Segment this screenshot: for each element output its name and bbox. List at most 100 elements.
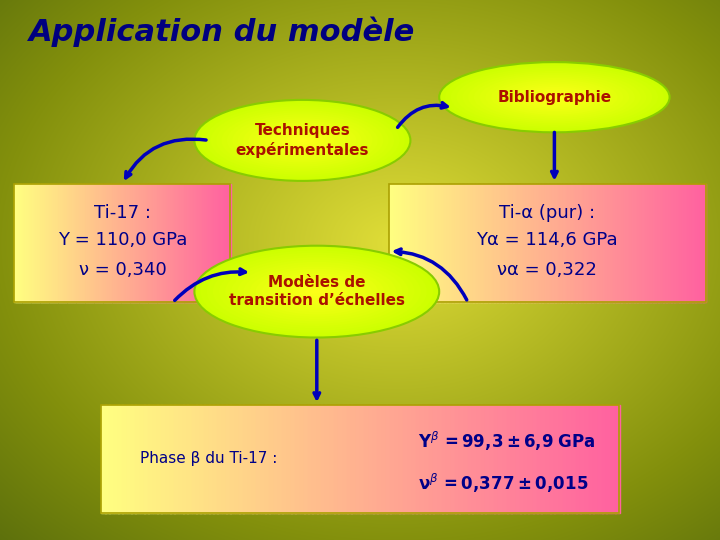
- Bar: [109, 405, 114, 513]
- Bar: [204, 184, 206, 302]
- Bar: [27, 184, 30, 302]
- Bar: [468, 405, 473, 513]
- Bar: [170, 405, 175, 513]
- Bar: [158, 184, 161, 302]
- Bar: [446, 405, 451, 513]
- Bar: [516, 184, 519, 302]
- Ellipse shape: [232, 114, 373, 167]
- Bar: [291, 405, 296, 513]
- Bar: [132, 184, 134, 302]
- Bar: [102, 184, 105, 302]
- Bar: [589, 405, 594, 513]
- Bar: [86, 184, 89, 302]
- Ellipse shape: [503, 82, 606, 113]
- Bar: [74, 184, 76, 302]
- Ellipse shape: [231, 260, 402, 324]
- Bar: [76, 184, 78, 302]
- Bar: [330, 405, 335, 513]
- Bar: [489, 184, 492, 302]
- Bar: [593, 405, 598, 513]
- Ellipse shape: [253, 122, 351, 159]
- Bar: [187, 184, 189, 302]
- Bar: [174, 184, 177, 302]
- Ellipse shape: [207, 250, 427, 333]
- Bar: [490, 405, 495, 513]
- Bar: [204, 405, 210, 513]
- Bar: [606, 405, 611, 513]
- Bar: [115, 184, 118, 302]
- Bar: [265, 405, 270, 513]
- Bar: [587, 184, 590, 302]
- Ellipse shape: [275, 130, 329, 151]
- Bar: [544, 184, 548, 302]
- Bar: [377, 405, 382, 513]
- Bar: [413, 184, 416, 302]
- Bar: [629, 184, 632, 302]
- Ellipse shape: [549, 96, 560, 99]
- Bar: [661, 184, 664, 302]
- Ellipse shape: [543, 94, 566, 100]
- Bar: [463, 184, 466, 302]
- Bar: [415, 184, 418, 302]
- Bar: [124, 184, 127, 302]
- Bar: [191, 184, 193, 302]
- Bar: [155, 184, 157, 302]
- Bar: [153, 405, 158, 513]
- Bar: [54, 184, 57, 302]
- Bar: [369, 405, 374, 513]
- Text: Modèles de
transition d’échelles: Modèles de transition d’échelles: [229, 275, 405, 308]
- Bar: [433, 184, 437, 302]
- Bar: [473, 184, 477, 302]
- Bar: [693, 184, 696, 302]
- Bar: [554, 405, 559, 513]
- Bar: [634, 184, 638, 302]
- Bar: [89, 184, 91, 302]
- Bar: [438, 405, 443, 513]
- Bar: [351, 405, 356, 513]
- Bar: [97, 184, 99, 302]
- Bar: [576, 184, 580, 302]
- Bar: [410, 184, 413, 302]
- Bar: [600, 184, 603, 302]
- Bar: [95, 184, 98, 302]
- Bar: [200, 405, 205, 513]
- Bar: [18, 184, 20, 302]
- Bar: [452, 184, 456, 302]
- Bar: [179, 405, 184, 513]
- Bar: [58, 184, 60, 302]
- Bar: [495, 184, 498, 302]
- Bar: [114, 405, 119, 513]
- Bar: [81, 184, 84, 302]
- Bar: [215, 184, 217, 302]
- Bar: [217, 184, 220, 302]
- Bar: [176, 184, 179, 302]
- Bar: [150, 184, 152, 302]
- Bar: [405, 184, 408, 302]
- Bar: [687, 184, 690, 302]
- Ellipse shape: [311, 289, 323, 294]
- Bar: [105, 405, 110, 513]
- Bar: [457, 184, 461, 302]
- Bar: [471, 184, 474, 302]
- Bar: [563, 405, 568, 513]
- Ellipse shape: [491, 78, 618, 117]
- Bar: [455, 405, 460, 513]
- Bar: [119, 184, 121, 302]
- Bar: [428, 184, 432, 302]
- Bar: [225, 184, 228, 302]
- Bar: [392, 184, 395, 302]
- Text: $\mathbf{\nu}$$^{\beta}$$\mathbf{\,= 0,\!377 \pm 0,\!015}$: $\mathbf{\nu}$$^{\beta}$$\mathbf{\,= 0,\…: [418, 471, 588, 495]
- Bar: [613, 184, 616, 302]
- Bar: [63, 184, 66, 302]
- Bar: [685, 184, 688, 302]
- Bar: [38, 184, 40, 302]
- Bar: [618, 184, 622, 302]
- Ellipse shape: [292, 282, 341, 301]
- Ellipse shape: [210, 106, 395, 175]
- Bar: [567, 405, 572, 513]
- Ellipse shape: [274, 275, 360, 308]
- Ellipse shape: [451, 65, 658, 129]
- Bar: [441, 184, 445, 302]
- Ellipse shape: [216, 108, 389, 173]
- Bar: [356, 405, 361, 513]
